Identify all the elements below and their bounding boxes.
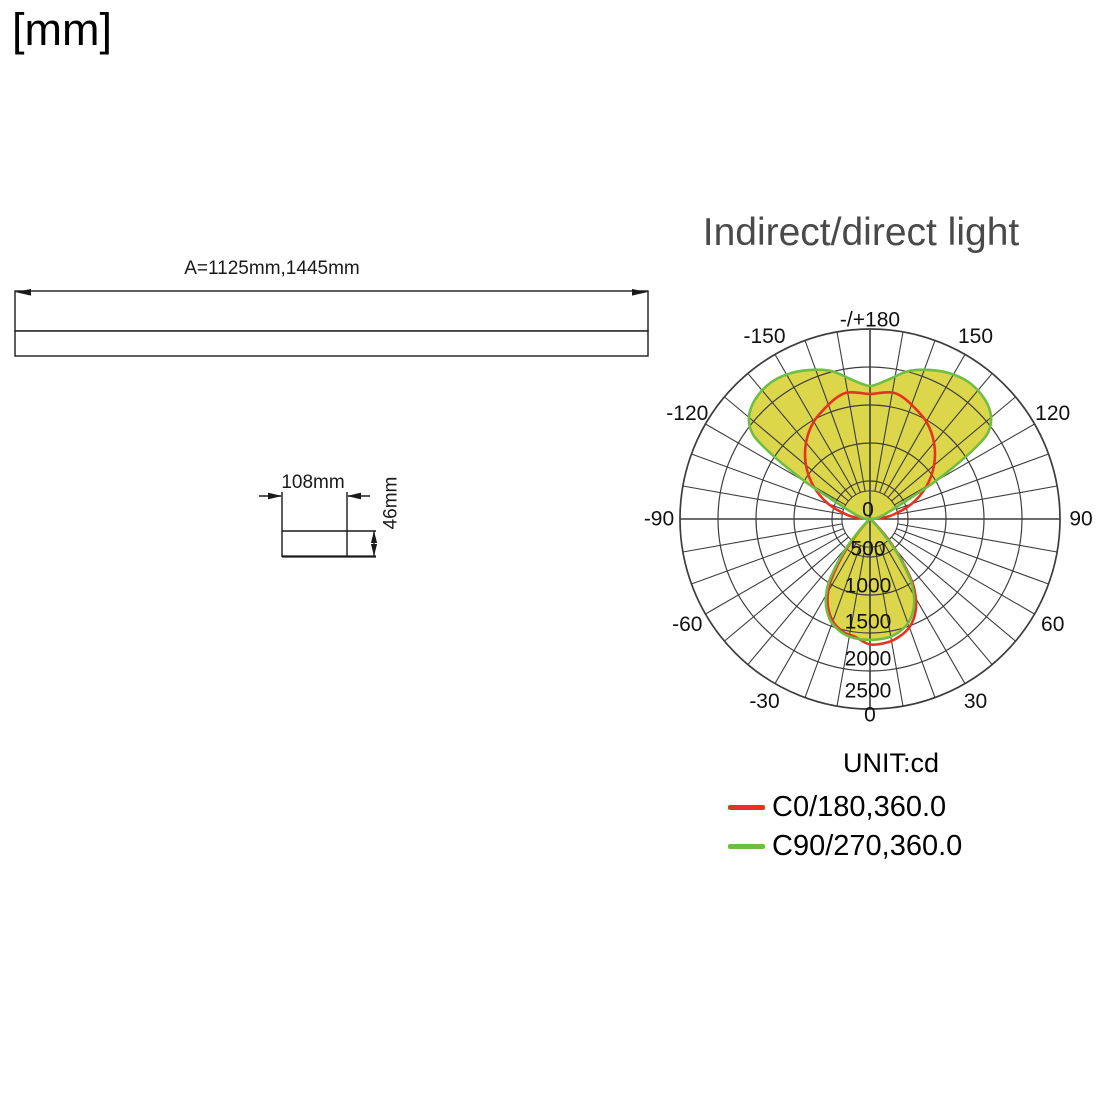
grid-spoke-330 xyxy=(774,543,857,684)
grid-spoke-130 xyxy=(891,396,1016,502)
grid-spoke-300 xyxy=(705,532,846,615)
fixture-body-lower xyxy=(14,330,649,357)
chart-unit-label: UNIT:cd xyxy=(842,748,940,778)
grid-spoke-170 xyxy=(874,331,904,492)
grid-spoke-140 xyxy=(887,373,993,498)
angle-label--60: -60 xyxy=(672,613,702,636)
chart-title: Indirect/direct light xyxy=(702,211,1020,254)
grid-spoke-190 xyxy=(836,331,866,492)
grid-spoke-10 xyxy=(874,546,904,707)
dim-arrow-108-right xyxy=(347,492,361,500)
chart-legend: C0/180,360.0 C90/270,360.0 xyxy=(728,790,962,868)
grid-spoke-50 xyxy=(891,536,1016,642)
angle-label--150: -150 xyxy=(743,325,785,348)
grid-spoke-280 xyxy=(682,523,843,553)
grid-spoke-310 xyxy=(724,536,849,642)
length-dimension-text: A=1125mm,1445mm xyxy=(184,258,360,279)
radial-tick-label-2000: 2000 xyxy=(845,648,892,671)
width-dimension-text: 108mm xyxy=(281,472,345,493)
grid-spoke-220 xyxy=(747,373,853,498)
angle-label--120: -120 xyxy=(666,402,708,425)
radial-tick-label-1000: 1000 xyxy=(845,575,892,598)
dim-arrow-108-left xyxy=(268,492,282,500)
radial-tick-label-500: 500 xyxy=(850,538,885,561)
angle-label--30: -30 xyxy=(749,690,779,713)
c0-line-swatch xyxy=(728,804,765,810)
dim-arrow-right xyxy=(632,289,648,296)
grid-spoke-110 xyxy=(896,453,1049,510)
angle-label-180: -/+180 xyxy=(840,309,900,332)
grid-spoke-100 xyxy=(897,485,1058,515)
c90-curve-upper xyxy=(747,368,993,521)
c90-curve-lower xyxy=(824,517,916,642)
grid-spoke-350 xyxy=(836,546,866,707)
section-profile xyxy=(281,492,376,557)
radial-tick-label-1500: 1500 xyxy=(845,611,892,634)
fixture-section-view xyxy=(259,492,378,558)
dim-arrow-46-down xyxy=(370,544,378,556)
grid-spoke-290 xyxy=(691,528,844,585)
grid-spoke-20 xyxy=(879,545,936,698)
dim-arrow-46-up xyxy=(370,531,378,543)
grid-spoke-240 xyxy=(705,423,846,506)
angle-label-90: 90 xyxy=(1069,508,1092,531)
angle-label-120: 120 xyxy=(1035,402,1070,425)
c90-line-swatch xyxy=(728,843,765,849)
angle-label-30: 30 xyxy=(964,690,987,713)
grid-spoke-230 xyxy=(724,396,849,502)
fixture-body-upper xyxy=(14,290,649,332)
grid-spoke-30 xyxy=(883,543,966,684)
grid-spoke-40 xyxy=(887,540,993,665)
grid-spoke-200 xyxy=(804,340,861,493)
radial-tick-label-2500: 2500 xyxy=(845,680,892,703)
grid-spoke-320 xyxy=(747,540,853,665)
angle-label-60: 60 xyxy=(1041,613,1064,636)
angle-label-150: 150 xyxy=(958,325,993,348)
dim-arrow-left xyxy=(15,289,31,296)
grid-spoke-260 xyxy=(682,485,843,515)
legend-item-c0: C0/180,360.0 xyxy=(728,790,962,824)
legend-item-c90: C90/270,360.0 xyxy=(728,829,962,863)
grid-spoke-120 xyxy=(894,423,1035,506)
legend-label-c90: C90/270,360.0 xyxy=(772,829,963,862)
legend-label-c0: C0/180,360.0 xyxy=(772,790,947,823)
grid-spoke-210 xyxy=(774,354,857,495)
grid-spoke-250 xyxy=(691,453,844,510)
grid-spoke-70 xyxy=(896,528,1049,585)
c0-curve-upper xyxy=(803,390,937,521)
grid-spoke-160 xyxy=(879,340,936,493)
unit-mm-label: [mm] xyxy=(12,4,112,55)
polar-chart: 0 500 1000 1500 2000 2500 -/+180 150 120 90 60 30 0 -… xyxy=(644,309,1093,727)
grid-spoke-80 xyxy=(897,523,1058,553)
radial-tick-label-0: 0 xyxy=(862,499,874,522)
fixture-front-view xyxy=(14,289,649,357)
grid-spoke-150 xyxy=(883,354,966,495)
angle-label--90: -90 xyxy=(644,508,674,531)
angle-label-0: 0 xyxy=(864,704,876,727)
grid-spoke-60 xyxy=(894,532,1035,615)
